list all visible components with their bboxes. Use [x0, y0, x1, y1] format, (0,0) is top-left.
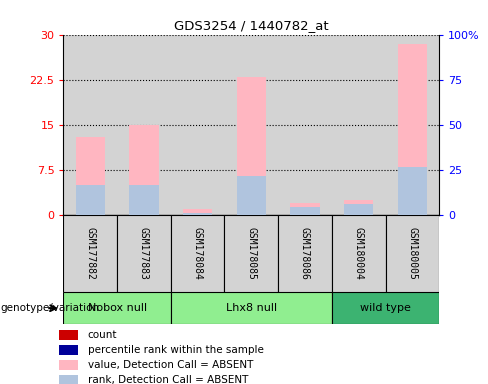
Bar [290, 203, 320, 215]
Bar [344, 204, 373, 215]
Bar [171, 35, 224, 215]
Bar [129, 185, 159, 215]
Text: GSM180004: GSM180004 [354, 227, 364, 280]
Text: GSM178085: GSM178085 [246, 227, 256, 280]
Text: Nobox null: Nobox null [87, 303, 147, 313]
Bar [117, 35, 171, 215]
Title: GDS3254 / 1440782_at: GDS3254 / 1440782_at [174, 19, 328, 32]
Bar [237, 77, 266, 215]
Text: wild type: wild type [360, 303, 411, 313]
Text: GSM177882: GSM177882 [85, 227, 95, 280]
Bar [63, 35, 117, 215]
Bar [332, 292, 439, 324]
Text: count: count [88, 330, 117, 340]
Bar [386, 35, 439, 215]
Text: Lhx8 null: Lhx8 null [226, 303, 277, 313]
Bar [183, 213, 212, 215]
Bar [398, 44, 427, 215]
Bar [117, 215, 171, 292]
Bar [237, 176, 266, 215]
Bar [76, 185, 105, 215]
Bar [332, 215, 386, 292]
Text: GSM180005: GSM180005 [407, 227, 417, 280]
Bar [278, 215, 332, 292]
Bar [129, 125, 159, 215]
Bar [332, 35, 386, 215]
Bar [63, 292, 171, 324]
Bar [59, 360, 78, 369]
Bar [398, 167, 427, 215]
Bar [386, 215, 439, 292]
Text: value, Detection Call = ABSENT: value, Detection Call = ABSENT [88, 360, 253, 370]
Text: GSM178086: GSM178086 [300, 227, 310, 280]
Text: rank, Detection Call = ABSENT: rank, Detection Call = ABSENT [88, 375, 248, 384]
Bar [290, 207, 320, 215]
Bar [224, 35, 278, 215]
Text: percentile rank within the sample: percentile rank within the sample [88, 345, 264, 355]
Bar [171, 292, 332, 324]
Text: GSM178084: GSM178084 [193, 227, 203, 280]
Bar [224, 215, 278, 292]
Text: genotype/variation: genotype/variation [0, 303, 99, 313]
Bar [76, 137, 105, 215]
Bar [59, 376, 78, 384]
Bar [183, 209, 212, 215]
Bar [278, 35, 332, 215]
Bar [63, 215, 117, 292]
Text: GSM177883: GSM177883 [139, 227, 149, 280]
Bar [171, 215, 224, 292]
Bar [59, 330, 78, 340]
Bar [59, 346, 78, 355]
Bar [344, 200, 373, 215]
